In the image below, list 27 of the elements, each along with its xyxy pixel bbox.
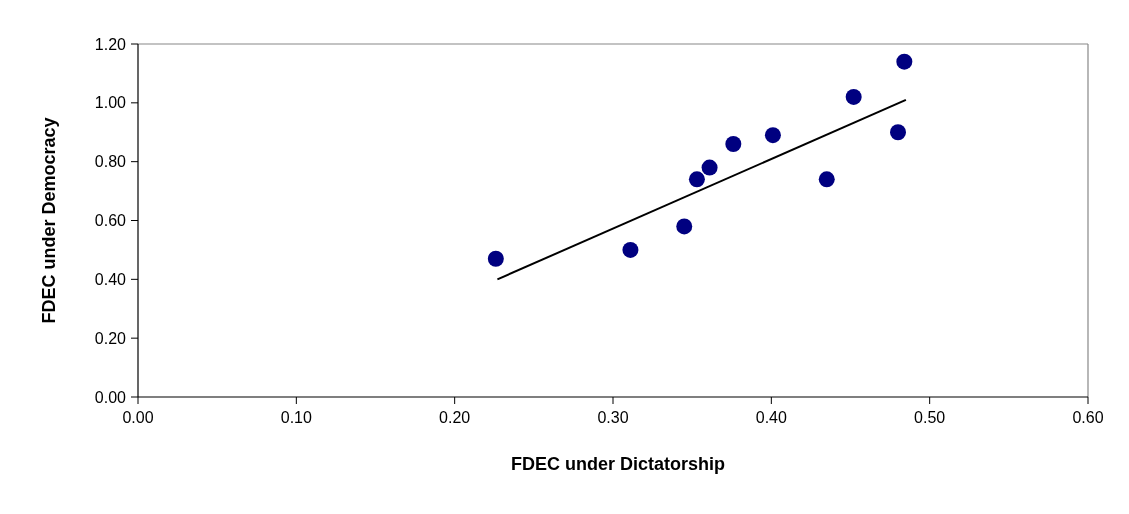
point	[764, 127, 781, 144]
point	[818, 171, 835, 188]
y-tick-label: 0.40	[94, 270, 127, 288]
point	[845, 88, 862, 105]
point	[676, 218, 693, 235]
point	[890, 124, 906, 141]
y-tick-label: 1.20	[94, 35, 127, 53]
y-tick-label: 0.80	[94, 153, 127, 171]
y-tick-label: 1.00	[94, 94, 127, 112]
point	[896, 53, 913, 70]
x-tick-label: 0.30	[597, 409, 629, 426]
point	[622, 241, 639, 258]
x-tick-label: 0.60	[1072, 409, 1104, 426]
x-axis-title: FDEC under Dictatorship	[510, 454, 726, 474]
y-axis-title: FDEC under Democracy	[39, 117, 59, 324]
x-tick-label: 0.20	[439, 409, 471, 426]
x-tick-label: 0.00	[122, 409, 154, 426]
y-tick-label: 0.20	[94, 329, 127, 347]
y-tick-label: 0.00	[94, 388, 127, 406]
point	[688, 171, 705, 188]
x-tick-label: 0.50	[914, 409, 946, 426]
x-tick-label: 0.10	[280, 409, 313, 426]
y-tick-label: 0.60	[94, 212, 127, 230]
point	[487, 250, 504, 267]
point	[701, 159, 718, 176]
x-tick-label: 0.40	[755, 409, 788, 426]
point	[725, 136, 742, 153]
